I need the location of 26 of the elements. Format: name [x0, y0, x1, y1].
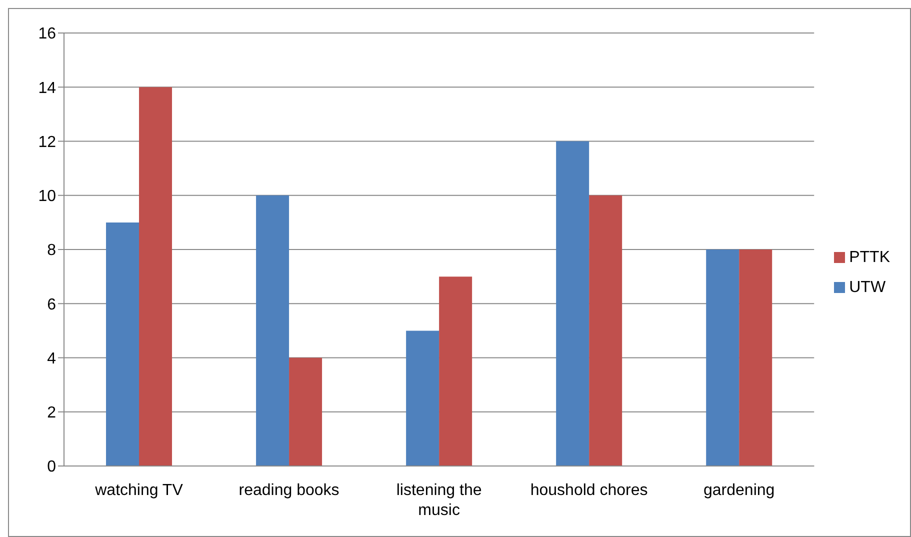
- y-tick-label: 2: [47, 404, 56, 422]
- y-tick-label: 10: [38, 188, 56, 206]
- y-tick-label: 16: [38, 26, 56, 43]
- bar: [439, 276, 472, 466]
- y-tick-label: 8: [47, 242, 56, 260]
- x-tick-label: houshold chores: [530, 482, 648, 499]
- bar: [289, 358, 322, 466]
- y-tick-label: 0: [47, 458, 56, 476]
- bar: [739, 250, 772, 466]
- x-tick-label: watching TV: [94, 482, 184, 499]
- x-tick-label: gardening: [704, 482, 775, 499]
- y-tick-label: 12: [38, 134, 56, 151]
- x-tick-label: reading books: [238, 482, 340, 499]
- bar: [106, 222, 140, 466]
- legend-label: PTTK: [849, 248, 890, 266]
- bar: [706, 250, 740, 466]
- bar: [139, 87, 172, 466]
- bar: [406, 330, 440, 466]
- y-tick-label: 4: [47, 350, 56, 368]
- legend-label: UTW: [849, 278, 886, 296]
- bar: [256, 195, 290, 466]
- bar: [556, 141, 590, 466]
- y-tick-label: 6: [47, 296, 56, 314]
- bar: [589, 195, 622, 466]
- y-tick-label: 14: [38, 80, 56, 97]
- x-tick-label: listening the music: [396, 482, 482, 519]
